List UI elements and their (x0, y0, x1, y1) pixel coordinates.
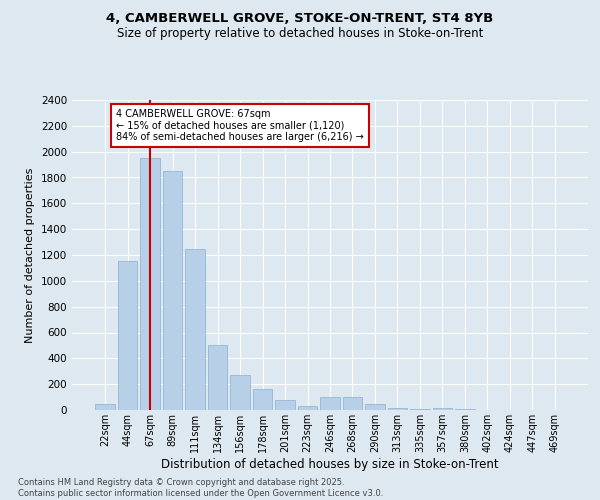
Bar (163, 171, 182, 410)
Bar (320, 397, 340, 410)
Bar (140, 158, 160, 410)
Bar (343, 397, 362, 410)
Bar (253, 390, 272, 410)
Text: Size of property relative to detached houses in Stoke-on-Trent: Size of property relative to detached ho… (117, 28, 483, 40)
Bar (208, 346, 227, 410)
Text: 4, CAMBERWELL GROVE, STOKE-ON-TRENT, ST4 8YB: 4, CAMBERWELL GROVE, STOKE-ON-TRENT, ST4… (106, 12, 494, 26)
Bar (298, 406, 317, 410)
Bar (410, 409, 430, 410)
Bar (95, 404, 115, 410)
Text: 4 CAMBERWELL GROVE: 67sqm
← 15% of detached houses are smaller (1,120)
84% of se: 4 CAMBERWELL GROVE: 67sqm ← 15% of detac… (116, 109, 364, 142)
Bar (365, 404, 385, 410)
Bar (230, 375, 250, 410)
Bar (275, 400, 295, 410)
Text: Contains HM Land Registry data © Crown copyright and database right 2025.
Contai: Contains HM Land Registry data © Crown c… (18, 478, 383, 498)
X-axis label: Distribution of detached houses by size in Stoke-on-Trent: Distribution of detached houses by size … (161, 458, 499, 470)
Y-axis label: Number of detached properties: Number of detached properties (25, 168, 35, 342)
Bar (118, 262, 137, 410)
Bar (433, 408, 452, 410)
Bar (388, 408, 407, 410)
Bar (185, 248, 205, 410)
